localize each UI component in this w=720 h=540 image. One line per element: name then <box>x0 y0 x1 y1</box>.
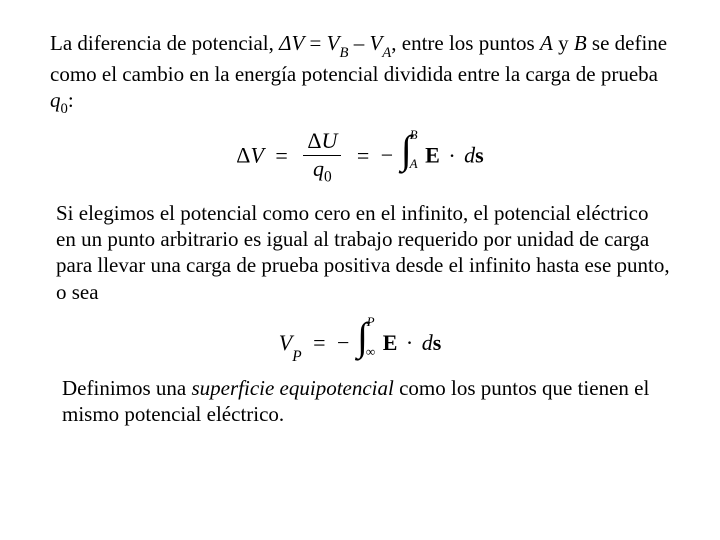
eq1-den-q: q <box>313 156 324 181</box>
p1-deltaV: ΔV <box>279 31 304 55</box>
eq1-fraction: ΔU q0 <box>303 129 341 186</box>
eq2-V: V <box>279 330 292 355</box>
p1-VB: VB <box>327 31 349 55</box>
paragraph-2: Si elegimos el potencial como cero en el… <box>56 200 670 305</box>
eq1-dot: · <box>445 143 458 168</box>
paragraph-3: Definimos una superficie equipotencial c… <box>62 375 670 428</box>
p1-eq-sign: = <box>304 31 326 55</box>
eq2-E: E <box>383 330 398 355</box>
eq1-int-upper: B <box>410 127 418 143</box>
equation-2: V P = − ∫ P ∞ E · ds <box>50 317 670 361</box>
eq2-d: d <box>422 330 433 355</box>
p1-text-c: y <box>553 31 574 55</box>
p1-colon: : <box>68 88 74 112</box>
p1-text-b: , entre los puntos <box>391 31 540 55</box>
eq2-neg: − <box>337 330 349 355</box>
eq2-P-sub: P <box>292 348 301 365</box>
eq1-integral: ∫ B A <box>399 130 420 170</box>
eq1-equals2: = <box>351 143 375 168</box>
eq1-num-delta: Δ <box>307 128 321 153</box>
eq1-E: E <box>425 143 440 168</box>
eq2-integral: ∫ P ∞ <box>355 317 377 357</box>
p1-pointB: B <box>574 31 587 55</box>
p3-text-a: Definimos una <box>62 376 191 400</box>
eq2-equals: = <box>307 330 331 355</box>
p3-term: superficie equipotencial <box>191 376 393 400</box>
slide-page: La diferencia de potencial, ΔV = VB – VA… <box>0 0 720 540</box>
p1-minus: – <box>348 31 369 55</box>
eq1-s: s <box>475 143 484 168</box>
eq1-num-U: U <box>321 128 337 153</box>
eq1-delta: Δ <box>236 143 250 168</box>
eq2-int-lower: ∞ <box>366 344 375 360</box>
eq1-V: V <box>250 143 263 168</box>
eq1-d: d <box>464 143 475 168</box>
eq1-den-0: 0 <box>324 168 332 185</box>
p1-pointA: A <box>540 31 553 55</box>
eq2-int-upper: P <box>366 314 375 330</box>
p1-text-a: La diferencia de potencial, <box>50 31 279 55</box>
p1-VA: VA <box>369 31 391 55</box>
equation-1: ΔV = ΔU q0 = − ∫ B A E · ds <box>50 129 670 186</box>
eq1-int-lower: A <box>410 156 418 172</box>
eq1-equals1: = <box>269 143 293 168</box>
paragraph-1: La diferencia de potencial, ΔV = VB – VA… <box>50 30 670 117</box>
p1-q0: q0 <box>50 88 68 112</box>
eq1-neg: − <box>381 143 393 168</box>
eq2-s: s <box>433 330 442 355</box>
eq2-dot: · <box>403 330 416 355</box>
